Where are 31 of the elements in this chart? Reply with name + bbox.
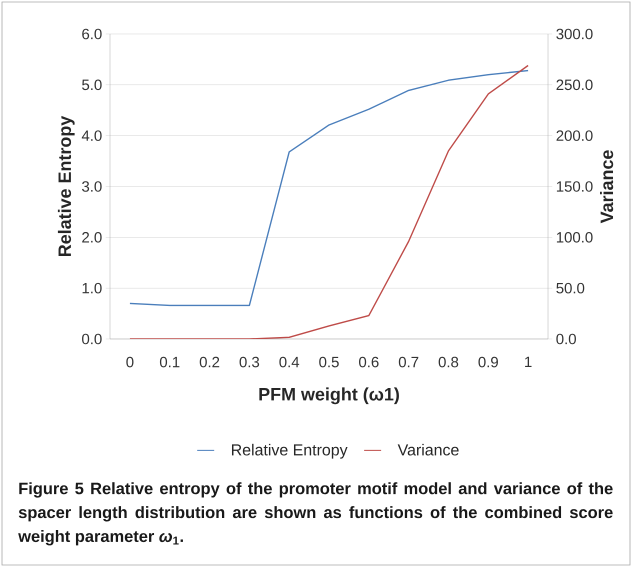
x-tick-label: 0.4 — [279, 356, 300, 368]
y-tick-label: 4.0 — [82, 130, 102, 141]
y-tick-label: 3.0 — [82, 181, 102, 192]
y-tick-label: 0.0 — [82, 334, 102, 344]
x-tick-label: 0.8 — [438, 356, 458, 368]
legend-label: Variance — [398, 444, 459, 456]
x-tick-label: 0.6 — [359, 356, 379, 368]
y2-tick-label: 50.0 — [556, 282, 584, 294]
x-tick-label: 0 — [126, 356, 134, 368]
x-tick-label: 0.2 — [200, 356, 220, 368]
y-tick-label: 1.0 — [82, 282, 102, 294]
x-tick-label: 0.5 — [319, 356, 339, 368]
y-tick-label: 6.0 — [82, 28, 102, 40]
x-tick-label: 0.7 — [398, 356, 418, 368]
x-tick-label: 0.3 — [240, 356, 260, 368]
x-axis-title: PFM weight (ω1) — [259, 387, 399, 404]
x-tick-label: 0.9 — [478, 356, 498, 368]
y-tick-label: 2.0 — [82, 232, 102, 243]
y2-tick-label: 200.0 — [556, 130, 593, 141]
y2-tick-label: 300.0 — [556, 28, 593, 40]
y-tick-label: 5.0 — [82, 80, 102, 90]
y2-axis-title: Variance — [600, 150, 614, 224]
y2-tick-label: 150.0 — [556, 181, 593, 192]
caption: Figure 5 Relative entropy of the promoter motif model and variance of the spacer length distribution are shown as functions of the combined score weight parameter ω$_{1}$. — [18, 482, 613, 546]
x-tick-label: 0.1 — [160, 356, 180, 368]
y2-tick-label: 0.0 — [556, 334, 576, 344]
y-axis-title: Relative Entropy — [58, 116, 75, 256]
y2-tick-label: 250.0 — [556, 80, 593, 90]
x-tick-label: 1 — [525, 356, 532, 368]
y2-tick-label: 100.0 — [556, 232, 593, 243]
legend-label: Relative Entropy — [232, 444, 348, 459]
